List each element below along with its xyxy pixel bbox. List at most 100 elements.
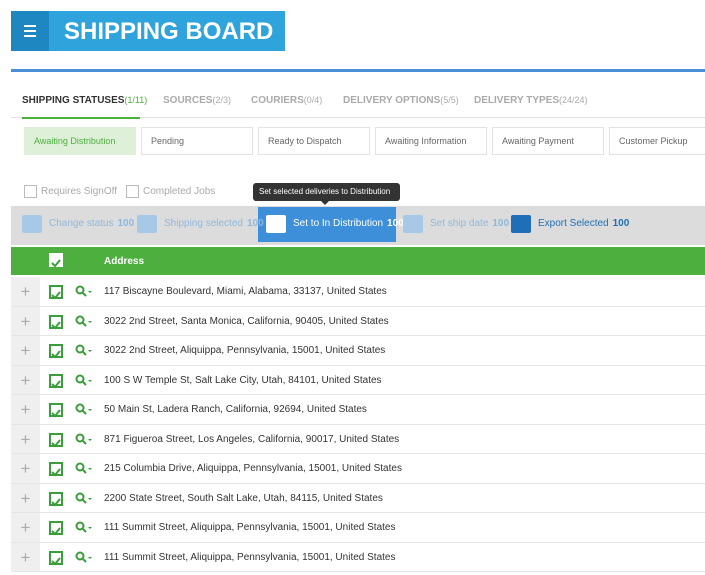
expand-button[interactable]: +	[11, 483, 40, 512]
toolbar-button[interactable]: Change status 100	[22, 206, 134, 241]
row-checkbox[interactable]	[49, 550, 63, 565]
tab-label: SOURCES	[163, 95, 213, 106]
address: 871 Figueroa Street, Los Angeles, Califo…	[104, 433, 400, 445]
expand-button[interactable]: +	[11, 542, 40, 571]
row-checkbox[interactable]	[49, 314, 63, 329]
table-row: +3022 2nd Street, Aliquippa, Pennsylvani…	[11, 336, 705, 366]
tab-count: (1/11)	[124, 95, 148, 105]
expand-button[interactable]: +	[11, 306, 40, 335]
table-header: Address	[11, 247, 705, 275]
address: 215 Columbia Drive, Aliquippa, Pennsylva…	[104, 463, 402, 474]
row-checkbox[interactable]	[49, 462, 63, 477]
tab[interactable]: SHIPPING STATUSES(1/11)	[22, 95, 147, 106]
search-icon	[75, 403, 92, 415]
search-icon	[75, 521, 92, 533]
table-row: +2200 State Street, South Salt Lake, Uta…	[11, 483, 705, 513]
row-checkbox[interactable]	[49, 373, 63, 388]
checkbox[interactable]	[126, 185, 139, 198]
status-filter[interactable]: Pending	[141, 127, 253, 155]
status-filter[interactable]: Customer Pickup	[609, 127, 705, 155]
search-icon	[75, 492, 92, 504]
tab-count: (2/3)	[212, 95, 231, 105]
icon	[403, 214, 423, 233]
check	[51, 438, 61, 447]
toolbar-button[interactable]: Set to In Distribution 100	[266, 206, 404, 241]
tab[interactable]: DELIVERY OPTIONS(5/5)	[343, 95, 459, 106]
select-all[interactable]	[49, 253, 63, 268]
table-row: +100 S W Temple St, Salt Lake City, Utah…	[11, 365, 705, 395]
expand-button[interactable]: +	[11, 424, 40, 453]
search-icon	[75, 462, 92, 474]
icon	[137, 214, 157, 233]
search-button[interactable]	[75, 344, 93, 363]
search-button[interactable]	[75, 521, 93, 540]
row-checkbox[interactable]	[49, 521, 63, 536]
address: 111 Summit Street, Aliquippa, Pennsylvan…	[104, 551, 396, 563]
status-filter[interactable]: Ready to Dispatch	[258, 127, 370, 155]
button-count: 100	[246, 218, 264, 229]
tab[interactable]: SOURCES(2/3)	[163, 95, 231, 106]
tooltip: Set selected deliveries to Distribution	[253, 183, 400, 201]
row-checkbox[interactable]	[49, 285, 63, 300]
tab-label: DELIVERY TYPES	[474, 95, 560, 106]
search-button[interactable]	[75, 433, 93, 452]
search-icon	[75, 285, 92, 297]
checkbox-label: Requires SignOff	[41, 186, 117, 197]
row-checkbox[interactable]	[49, 432, 63, 447]
table-row: +3022 2nd Street, Santa Monica, Californ…	[11, 306, 705, 336]
check	[51, 556, 61, 565]
expand-button[interactable]: +	[11, 395, 40, 424]
tab[interactable]: COURIERS(0/4)	[251, 95, 322, 106]
table-row: +111 Summit Street, Aliquippa, Pennsylva…	[11, 542, 705, 572]
row-checkbox[interactable]	[49, 491, 63, 506]
search-icon	[75, 344, 92, 356]
search-button[interactable]	[75, 403, 93, 422]
search-icon	[75, 551, 92, 563]
search-button[interactable]	[75, 374, 93, 393]
expand-button[interactable]: +	[11, 454, 40, 483]
address: 3022 2nd Street, Santa Monica, Californi…	[104, 315, 389, 327]
expand-button[interactable]: +	[11, 365, 40, 394]
search-button[interactable]	[75, 551, 93, 570]
check	[51, 379, 61, 388]
tab-label: SHIPPING STATUSES	[22, 95, 125, 106]
search-button[interactable]	[75, 285, 93, 304]
tab-label: DELIVERY OPTIONS	[343, 95, 441, 106]
status-filter[interactable]: Awaiting Payment	[492, 127, 604, 155]
button-label: Set to In Distribution	[293, 218, 384, 229]
address: 3022 2nd Street, Aliquippa, Pennsylvania…	[104, 345, 386, 356]
divider	[11, 117, 705, 118]
tab-count: (24/24)	[559, 95, 588, 105]
search-button[interactable]	[75, 492, 93, 511]
tooltip-arrow	[321, 201, 329, 205]
search-button[interactable]	[75, 315, 93, 334]
button-label: Set ship date	[430, 218, 489, 229]
toolbar-button[interactable]: Export Selected 100	[511, 206, 629, 241]
menu-button[interactable]	[11, 11, 49, 51]
status-filter[interactable]: Awaiting Distribution	[24, 127, 136, 155]
search-icon	[75, 374, 92, 386]
tab[interactable]: DELIVERY TYPES(24/24)	[474, 95, 588, 106]
button-label: Shipping selected	[164, 218, 243, 229]
expand-button[interactable]: +	[11, 277, 40, 306]
toolbar-button[interactable]: Shipping selected 100	[137, 206, 264, 241]
toolbar-button[interactable]: Set ship date 100	[403, 206, 509, 241]
table-row: +111 Summit Street, Aliquippa, Pennsylva…	[11, 513, 705, 543]
row-checkbox[interactable]	[49, 403, 63, 418]
row-checkbox[interactable]	[49, 344, 63, 359]
search-button[interactable]	[75, 462, 93, 481]
checkbox[interactable]	[24, 185, 37, 198]
status-filter[interactable]: Awaiting Information	[375, 127, 487, 155]
button-label: Export Selected	[538, 218, 609, 229]
expand-button[interactable]: +	[11, 513, 40, 542]
menu-icon	[24, 25, 36, 37]
table-row: +215 Columbia Drive, Aliquippa, Pennsylv…	[11, 454, 705, 484]
button-count: 100	[387, 218, 404, 229]
address: 2200 State Street, South Salt Lake, Utah…	[104, 492, 383, 504]
button-count: 100	[117, 218, 135, 229]
expand-button[interactable]: +	[11, 336, 40, 365]
tab-count: (5/5)	[440, 95, 459, 105]
tab-label: COURIERS	[251, 95, 304, 106]
check	[51, 320, 61, 329]
